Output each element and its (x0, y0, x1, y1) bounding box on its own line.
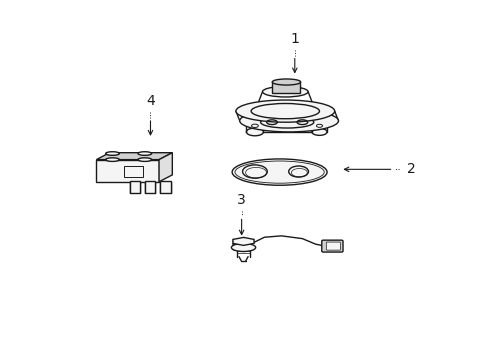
Polygon shape (97, 153, 172, 159)
Ellipse shape (236, 100, 335, 122)
Ellipse shape (231, 243, 256, 252)
Text: 4: 4 (146, 94, 155, 108)
Ellipse shape (246, 128, 264, 136)
Ellipse shape (106, 152, 120, 155)
FancyBboxPatch shape (160, 181, 171, 193)
FancyBboxPatch shape (272, 82, 300, 93)
Ellipse shape (138, 158, 151, 161)
Text: 2: 2 (407, 162, 416, 176)
Ellipse shape (240, 110, 339, 132)
Polygon shape (159, 153, 172, 182)
FancyBboxPatch shape (129, 181, 140, 193)
Polygon shape (233, 237, 254, 246)
FancyBboxPatch shape (322, 240, 343, 252)
Text: 3: 3 (237, 193, 246, 207)
Ellipse shape (251, 103, 319, 119)
Ellipse shape (106, 158, 120, 161)
Ellipse shape (232, 159, 327, 185)
Ellipse shape (263, 86, 308, 97)
Ellipse shape (272, 79, 301, 85)
Ellipse shape (261, 116, 314, 128)
FancyBboxPatch shape (97, 159, 159, 182)
FancyBboxPatch shape (145, 181, 155, 193)
Ellipse shape (138, 152, 151, 155)
FancyBboxPatch shape (326, 242, 341, 250)
Ellipse shape (312, 129, 327, 135)
Ellipse shape (246, 120, 264, 127)
Text: 1: 1 (291, 32, 299, 46)
Ellipse shape (312, 120, 327, 127)
